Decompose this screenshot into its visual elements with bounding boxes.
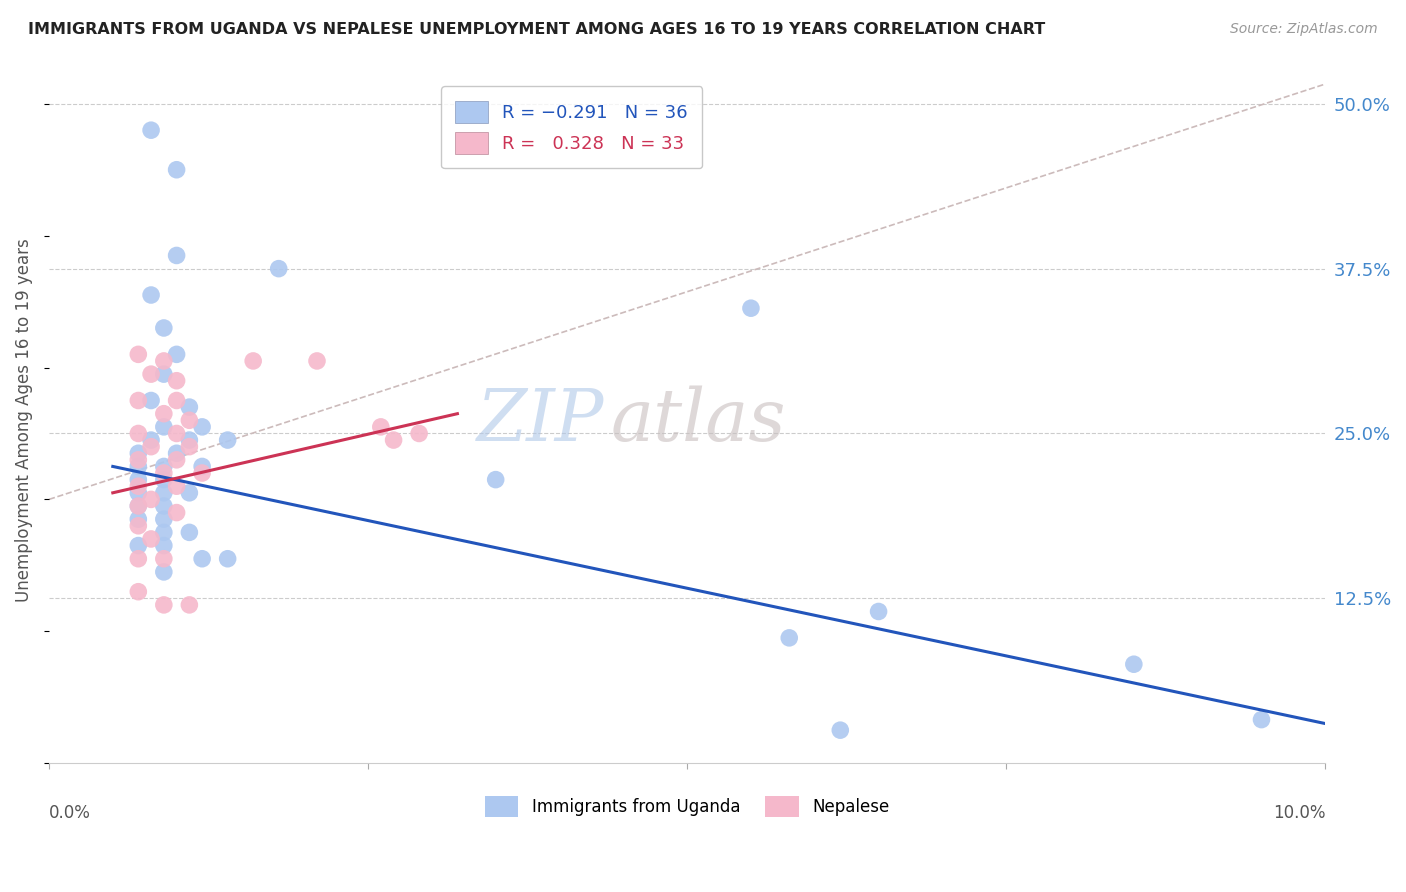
- Point: [408, 426, 430, 441]
- Point: [166, 453, 188, 467]
- Point: [242, 354, 264, 368]
- Point: [217, 551, 239, 566]
- Y-axis label: Unemployment Among Ages 16 to 19 years: Unemployment Among Ages 16 to 19 years: [15, 238, 32, 602]
- Point: [166, 393, 188, 408]
- Point: [127, 584, 149, 599]
- Point: [139, 433, 162, 447]
- Point: [1122, 657, 1144, 672]
- Point: [127, 539, 149, 553]
- Legend: Immigrants from Uganda, Nepalese: Immigrants from Uganda, Nepalese: [478, 789, 896, 823]
- Point: [166, 347, 188, 361]
- Point: [153, 466, 176, 480]
- Point: [179, 413, 201, 427]
- Point: [153, 539, 176, 553]
- Text: Source: ZipAtlas.com: Source: ZipAtlas.com: [1230, 22, 1378, 37]
- Point: [191, 420, 214, 434]
- Point: [485, 473, 508, 487]
- Point: [179, 433, 201, 447]
- Point: [179, 598, 201, 612]
- Point: [191, 459, 214, 474]
- Point: [153, 485, 176, 500]
- Point: [153, 407, 176, 421]
- Point: [166, 446, 188, 460]
- Point: [127, 393, 149, 408]
- Point: [127, 499, 149, 513]
- Point: [1250, 713, 1272, 727]
- Point: [179, 485, 201, 500]
- Point: [370, 420, 392, 434]
- Text: ZIP: ZIP: [477, 385, 605, 456]
- Point: [382, 433, 405, 447]
- Point: [179, 400, 201, 414]
- Point: [139, 532, 162, 546]
- Text: IMMIGRANTS FROM UGANDA VS NEPALESE UNEMPLOYMENT AMONG AGES 16 TO 19 YEARS CORREL: IMMIGRANTS FROM UGANDA VS NEPALESE UNEMP…: [28, 22, 1046, 37]
- Text: atlas: atlas: [610, 385, 786, 456]
- Point: [127, 479, 149, 493]
- Point: [153, 321, 176, 335]
- Point: [127, 499, 149, 513]
- Point: [153, 499, 176, 513]
- Point: [166, 248, 188, 262]
- Point: [217, 433, 239, 447]
- Point: [127, 473, 149, 487]
- Point: [127, 347, 149, 361]
- Point: [139, 123, 162, 137]
- Point: [305, 354, 328, 368]
- Point: [166, 506, 188, 520]
- Point: [153, 512, 176, 526]
- Text: 0.0%: 0.0%: [49, 805, 91, 822]
- Point: [740, 301, 762, 316]
- Point: [153, 420, 176, 434]
- Point: [127, 426, 149, 441]
- Point: [179, 525, 201, 540]
- Point: [153, 459, 176, 474]
- Point: [868, 605, 890, 619]
- Point: [139, 492, 162, 507]
- Point: [127, 446, 149, 460]
- Point: [127, 459, 149, 474]
- Point: [127, 453, 149, 467]
- Point: [267, 261, 290, 276]
- Point: [153, 525, 176, 540]
- Point: [127, 485, 149, 500]
- Point: [153, 565, 176, 579]
- Point: [139, 440, 162, 454]
- Point: [179, 440, 201, 454]
- Point: [153, 367, 176, 381]
- Point: [153, 598, 176, 612]
- Point: [127, 551, 149, 566]
- Point: [139, 367, 162, 381]
- Point: [127, 518, 149, 533]
- Text: 10.0%: 10.0%: [1272, 805, 1326, 822]
- Point: [153, 551, 176, 566]
- Point: [139, 288, 162, 302]
- Point: [778, 631, 800, 645]
- Point: [166, 374, 188, 388]
- Point: [191, 466, 214, 480]
- Point: [127, 512, 149, 526]
- Point: [830, 723, 852, 738]
- Point: [166, 162, 188, 177]
- Point: [166, 426, 188, 441]
- Point: [166, 479, 188, 493]
- Point: [139, 393, 162, 408]
- Point: [191, 551, 214, 566]
- Point: [153, 473, 176, 487]
- Point: [153, 354, 176, 368]
